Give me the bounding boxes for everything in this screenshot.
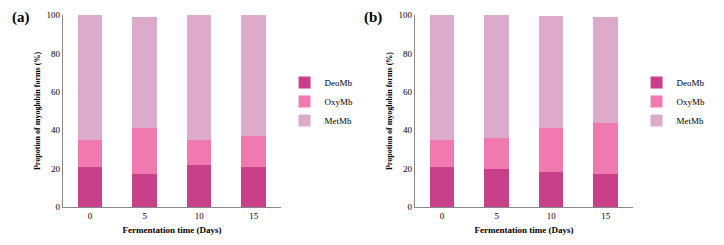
svg-text:(b): (b) (364, 9, 382, 26)
svg-text:DeoMb: DeoMb (677, 78, 705, 88)
svg-text:0: 0 (440, 211, 445, 221)
svg-text:OxyMb: OxyMb (325, 97, 354, 107)
svg-text:0: 0 (408, 202, 413, 212)
svg-text:60: 60 (51, 87, 61, 97)
svg-text:15: 15 (249, 211, 259, 221)
svg-text:5: 5 (142, 211, 147, 221)
svg-text:0: 0 (56, 202, 61, 212)
svg-text:Fermentation time (Days): Fermentation time (Days) (474, 225, 573, 235)
svg-text:MetMb: MetMb (677, 116, 705, 126)
svg-text:Propotion of myoglobin forms (: Propotion of myoglobin forms (%) (385, 52, 394, 170)
svg-text:20: 20 (403, 164, 413, 174)
svg-text:5: 5 (494, 211, 499, 221)
svg-text:40: 40 (51, 125, 61, 135)
svg-text:Propotion of myoglobin forms (: Propotion of myoglobin forms (%) (33, 52, 42, 170)
svg-text:80: 80 (51, 49, 61, 59)
svg-text:100: 100 (399, 10, 413, 20)
svg-text:40: 40 (403, 125, 413, 135)
svg-text:Fermentation time (Days): Fermentation time (Days) (122, 225, 221, 235)
svg-text:0: 0 (88, 211, 93, 221)
svg-text:80: 80 (403, 49, 413, 59)
svg-text:10: 10 (547, 211, 557, 221)
svg-text:15: 15 (601, 211, 611, 221)
svg-text:10: 10 (195, 211, 205, 221)
svg-text:MetMb: MetMb (325, 116, 353, 126)
svg-text:20: 20 (51, 164, 61, 174)
svg-text:OxyMb: OxyMb (677, 97, 706, 107)
svg-text:60: 60 (403, 87, 413, 97)
svg-text:DeoMb: DeoMb (325, 78, 353, 88)
svg-text:(a): (a) (12, 9, 30, 26)
svg-text:100: 100 (47, 10, 61, 20)
